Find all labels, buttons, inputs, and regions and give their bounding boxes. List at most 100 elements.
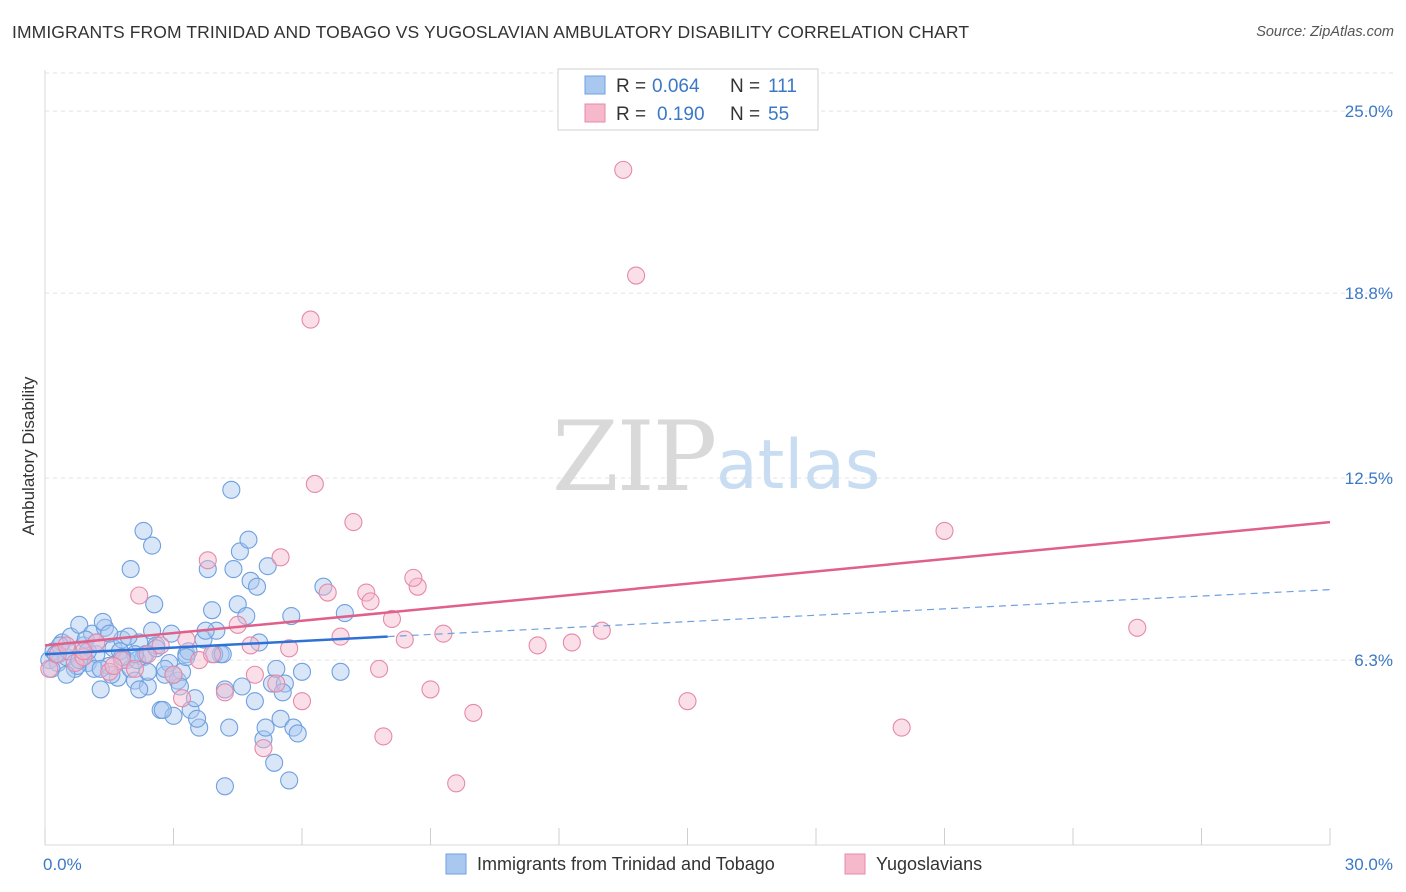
data-point <box>85 659 104 678</box>
data-point <box>254 739 273 758</box>
data-point <box>241 636 260 655</box>
y-tick-label: 25.0% <box>1345 102 1393 121</box>
data-point <box>40 659 59 678</box>
data-point <box>370 659 389 678</box>
data-point <box>892 718 911 737</box>
data-point <box>245 692 264 711</box>
data-point <box>935 521 954 540</box>
data-point <box>280 639 299 658</box>
legend-swatch-pink <box>584 103 606 123</box>
trend-lines <box>44 520 1331 656</box>
data-point <box>292 662 312 681</box>
trend-line <box>44 520 1331 647</box>
data-point <box>421 680 440 699</box>
data-point <box>185 689 204 708</box>
data-point <box>267 674 286 693</box>
data-point <box>404 568 423 587</box>
series-trinidad <box>40 480 354 796</box>
data-point <box>331 662 350 681</box>
top-legend: R = 0.064 N = 111 R = 0.190 N = 55 <box>557 68 819 131</box>
data-point <box>215 683 234 702</box>
data-point <box>151 636 170 655</box>
data-point <box>374 727 393 746</box>
legend-swatch-blue <box>584 75 606 95</box>
data-point <box>91 680 110 699</box>
data-point <box>265 753 284 772</box>
data-point <box>280 771 299 790</box>
x-tick-label-max: 30.0% <box>1345 855 1393 874</box>
data-point <box>239 530 258 549</box>
data-point <box>134 521 153 540</box>
data-point <box>102 665 121 684</box>
data-point <box>292 692 312 711</box>
data-point <box>228 615 247 634</box>
data-point <box>288 724 307 743</box>
data-point <box>203 601 222 620</box>
y-tick-label: 12.5% <box>1345 469 1393 488</box>
data-point <box>153 700 172 720</box>
trend-line-extension <box>387 589 1331 638</box>
bottom-legend-label-blue: Immigrants from Trinidad and Tobago <box>477 854 775 874</box>
data-point <box>627 266 646 285</box>
legend-n-value-1: 55 <box>768 104 789 125</box>
data-point <box>224 560 243 579</box>
y-tick-labels: 6.3% 12.5% 18.8% 25.0% <box>1345 102 1393 670</box>
data-point <box>592 621 611 640</box>
x-tick-labels: 0.0% 30.0% <box>43 855 1393 874</box>
data-point <box>395 630 414 649</box>
legend-r-value-1: 0.190 <box>657 104 705 125</box>
data-point <box>164 706 183 725</box>
data-point <box>170 677 189 696</box>
legend-n-label-1: N = <box>730 104 760 125</box>
data-point <box>1128 618 1147 637</box>
grid-lines <box>45 72 1393 661</box>
data-point <box>305 474 324 494</box>
bottom-legend-swatch-blue <box>445 853 467 875</box>
data-point <box>614 160 633 179</box>
series-yugoslavians <box>40 160 1147 793</box>
data-point <box>104 656 123 675</box>
data-point <box>447 774 466 793</box>
data-point <box>222 480 241 499</box>
data-point <box>57 636 76 655</box>
data-point <box>258 557 277 576</box>
bottom-legend: Immigrants from Trinidad and Tobago Yugo… <box>445 853 982 875</box>
data-point <box>190 718 209 737</box>
data-point <box>357 583 376 602</box>
data-point <box>562 633 581 652</box>
legend-r-label-0: R = <box>616 76 646 97</box>
data-point <box>121 560 140 579</box>
data-point <box>143 536 162 555</box>
watermark-atlas: atlas <box>716 426 880 505</box>
data-point <box>262 674 282 693</box>
data-point <box>301 310 320 329</box>
data-point <box>198 551 217 570</box>
bottom-legend-label-pink: Yugoslavians <box>876 854 982 874</box>
data-point <box>247 577 267 596</box>
trend-line <box>44 635 388 656</box>
data-point <box>125 659 144 678</box>
legend-n-label-0: N = <box>730 76 760 97</box>
data-point <box>173 689 192 708</box>
legend-r-value-0: 0.064 <box>652 76 700 97</box>
source-label: Source: ZipAtlas.com <box>1256 24 1394 40</box>
data-point <box>271 548 290 567</box>
data-point <box>164 665 183 684</box>
y-tick-label: 18.8% <box>1345 284 1393 303</box>
data-point <box>361 592 380 611</box>
data-point <box>382 609 402 629</box>
data-point <box>318 583 337 602</box>
data-point <box>93 612 112 631</box>
bottom-legend-swatch-pink <box>844 853 866 875</box>
x-ticks <box>44 828 1331 845</box>
data-point <box>130 680 149 699</box>
data-point <box>335 604 354 623</box>
data-point <box>232 677 252 696</box>
data-point <box>271 709 290 728</box>
data-point <box>331 627 350 646</box>
data-point <box>528 636 547 655</box>
data-point <box>203 645 222 664</box>
data-point <box>678 692 697 711</box>
y-axis-label: Ambulatory Disability <box>19 376 38 535</box>
